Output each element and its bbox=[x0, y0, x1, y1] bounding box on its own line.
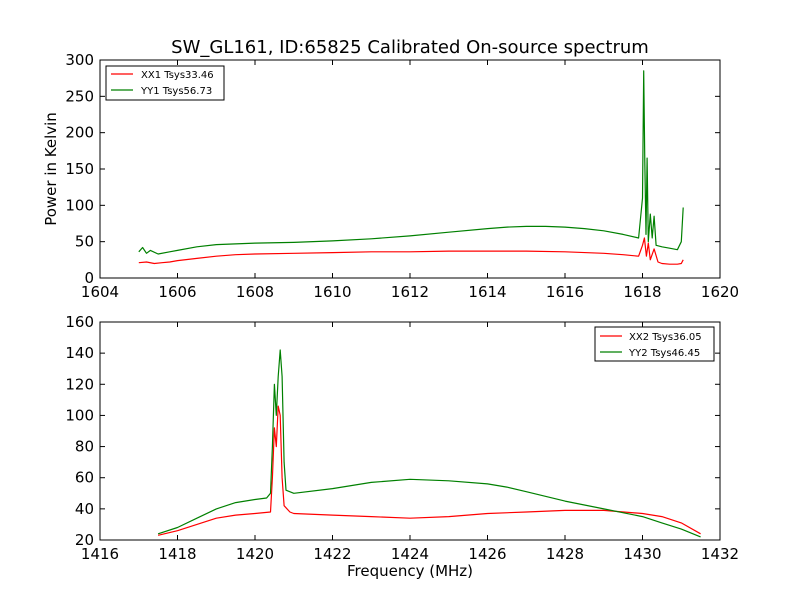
x-tick-label: 1620 bbox=[701, 283, 739, 301]
x-tick-label: 1606 bbox=[158, 283, 196, 301]
legend-entry-yy2: YY2 Tsys46.45 bbox=[628, 348, 700, 359]
x-tick-label: 1432 bbox=[701, 545, 739, 563]
y-tick-label: 140 bbox=[65, 344, 94, 362]
y-tick-label: 20 bbox=[75, 531, 94, 549]
series-line-xx1 bbox=[138, 237, 684, 265]
y-tick-label: 200 bbox=[65, 124, 94, 142]
y-tick-label: 60 bbox=[75, 469, 94, 487]
series-line-xx2 bbox=[157, 405, 701, 536]
top-panel-series-group bbox=[138, 70, 684, 265]
x-tick-label: 1604 bbox=[81, 283, 119, 301]
top-panel-ticks: 1604 1606 1608 1610 1612 1614 1616 1618 1620 0 50 1… bbox=[65, 51, 739, 301]
legend-entry-xx2: XX2 Tsys36.05 bbox=[629, 332, 702, 343]
y-tick-label: 0 bbox=[84, 269, 94, 287]
bottom-panel-legend-box bbox=[594, 326, 715, 362]
series-line-yy1 bbox=[138, 70, 684, 255]
legend-entry-yy1: YY1 Tsys56.73 bbox=[140, 86, 212, 97]
figure-title: SW_GL161, ID:65825 Calibrated On-source … bbox=[171, 37, 649, 58]
y-tick-label: 100 bbox=[65, 406, 94, 424]
x-tick-label: 1612 bbox=[391, 283, 429, 301]
x-tick-label: 1618 bbox=[623, 283, 661, 301]
bottom-panel-ticks: 1416 1418 1420 1422 1424 1426 1428 1430 1432 20 40… bbox=[65, 313, 739, 563]
x-tick-label: 1420 bbox=[236, 545, 274, 563]
y-tick-label: 300 bbox=[65, 51, 94, 69]
y-tick-label: 160 bbox=[65, 313, 94, 331]
y-tick-label: 100 bbox=[65, 196, 94, 214]
top-panel-legend: XX1 Tsys33.46 YY1 Tsys56.73 bbox=[105, 65, 225, 101]
bottom-panel: 1416 1418 1420 1422 1424 1426 1428 1430 1432 20 40… bbox=[65, 313, 739, 580]
x-tick-label: 1428 bbox=[546, 545, 584, 563]
x-tick-label: 1424 bbox=[391, 545, 429, 563]
y-tick-label: 40 bbox=[75, 500, 94, 518]
x-tick-label: 1608 bbox=[236, 283, 274, 301]
bottom-panel-series-group bbox=[157, 349, 701, 538]
x-tick-label: 1418 bbox=[158, 545, 196, 563]
top-panel-legend-box bbox=[105, 65, 225, 101]
x-tick-label: 1422 bbox=[313, 545, 351, 563]
x-tick-label: 1610 bbox=[313, 283, 351, 301]
x-tick-label: 1416 bbox=[81, 545, 119, 563]
legend-entry-xx1: XX1 Tsys33.46 bbox=[141, 70, 214, 81]
x-tick-label: 1614 bbox=[468, 283, 506, 301]
y-tick-label: 250 bbox=[65, 87, 94, 105]
top-panel: 1604 1606 1608 1610 1612 1614 1616 1618 1620 0 50 1… bbox=[42, 51, 739, 301]
top-panel-y-axis-label: Power in Kelvin bbox=[42, 112, 60, 226]
x-tick-label: 1430 bbox=[623, 545, 661, 563]
y-tick-label: 50 bbox=[75, 233, 94, 251]
y-tick-label: 80 bbox=[75, 438, 94, 456]
x-tick-label: 1426 bbox=[468, 545, 506, 563]
bottom-panel-legend: XX2 Tsys36.05 YY2 Tsys46.45 bbox=[594, 326, 715, 362]
bottom-panel-x-axis-label: Frequency (MHz) bbox=[347, 562, 473, 580]
x-tick-label: 1616 bbox=[546, 283, 584, 301]
y-tick-label: 120 bbox=[65, 375, 94, 393]
y-tick-label: 150 bbox=[65, 160, 94, 178]
series-line-yy2 bbox=[157, 349, 701, 538]
